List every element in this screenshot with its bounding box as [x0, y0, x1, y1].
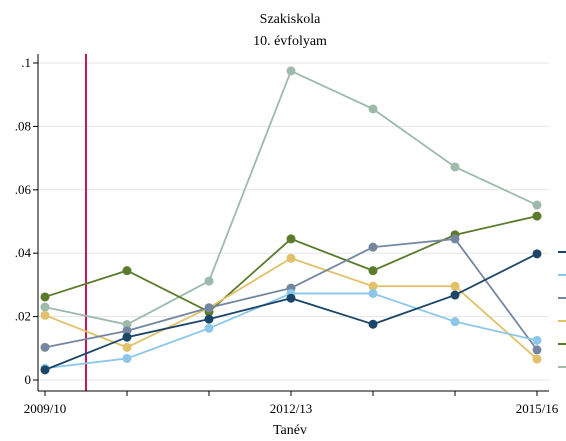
data-point-s0-5 — [450, 162, 460, 172]
data-point-s1-1 — [122, 266, 132, 276]
y-tick-label-4: .08 — [15, 118, 31, 133]
data-point-s2-1 — [122, 342, 132, 352]
x-tick-label-1: 2012/13 — [270, 401, 313, 416]
data-point-s0-1 — [122, 320, 132, 330]
data-point-s1-4 — [368, 266, 378, 276]
series-group — [40, 66, 542, 375]
data-point-s3-2 — [204, 303, 214, 313]
x-tick-label-2: 2015/16 — [516, 401, 559, 416]
data-point-s0-0 — [40, 302, 50, 312]
chart-title: Szakiskola — [260, 12, 321, 27]
data-point-s5-6 — [532, 249, 542, 259]
data-point-s1-6 — [532, 211, 542, 221]
grid-lines — [38, 62, 549, 381]
data-point-s3-1 — [122, 326, 132, 336]
plot-background — [38, 54, 549, 391]
data-point-s5-0 — [40, 365, 50, 375]
data-point-s4-1 — [122, 353, 132, 363]
data-point-s3-0 — [40, 342, 50, 352]
y-tick-label-5: .1 — [21, 55, 31, 70]
data-point-s4-5 — [450, 317, 460, 327]
data-point-s2-4 — [368, 281, 378, 291]
x-axis-title: Tanév — [273, 423, 307, 438]
data-point-s5-3 — [286, 293, 296, 303]
data-point-s2-5 — [450, 281, 460, 291]
axes: 0 .02 .04 .06 .08 .1 2009/10 2012/13 2015/16 — [15, 54, 559, 416]
chart-subtitle: 10. évfolyam — [253, 34, 327, 49]
data-point-s0-2 — [204, 276, 214, 286]
y-tick-label-2: .04 — [15, 245, 32, 260]
y-tick-label-0: 0 — [25, 372, 32, 387]
data-point-s0-4 — [368, 104, 378, 114]
data-point-s2-3 — [286, 253, 296, 263]
data-point-s3-4 — [368, 242, 378, 252]
data-point-s0-3 — [286, 66, 296, 76]
data-point-s1-0 — [40, 292, 50, 302]
data-point-s2-0 — [40, 310, 50, 320]
x-tick-label-0: 2009/10 — [24, 401, 67, 416]
legend — [558, 251, 566, 368]
data-point-s1-3 — [286, 234, 296, 244]
data-point-s5-5 — [450, 290, 460, 300]
data-point-s4-2 — [204, 323, 214, 333]
data-point-s4-6 — [532, 335, 542, 345]
y-tick-label-3: .06 — [15, 182, 32, 197]
data-point-s3-5 — [450, 234, 460, 244]
data-point-s5-4 — [368, 319, 378, 329]
data-point-s3-6 — [532, 345, 542, 355]
data-point-s2-6 — [532, 354, 542, 364]
y-tick-label-1: .02 — [15, 309, 31, 324]
data-point-s5-1 — [122, 332, 132, 342]
data-point-s0-6 — [532, 200, 542, 210]
data-point-s5-2 — [204, 314, 214, 324]
data-point-s4-4 — [368, 288, 378, 298]
